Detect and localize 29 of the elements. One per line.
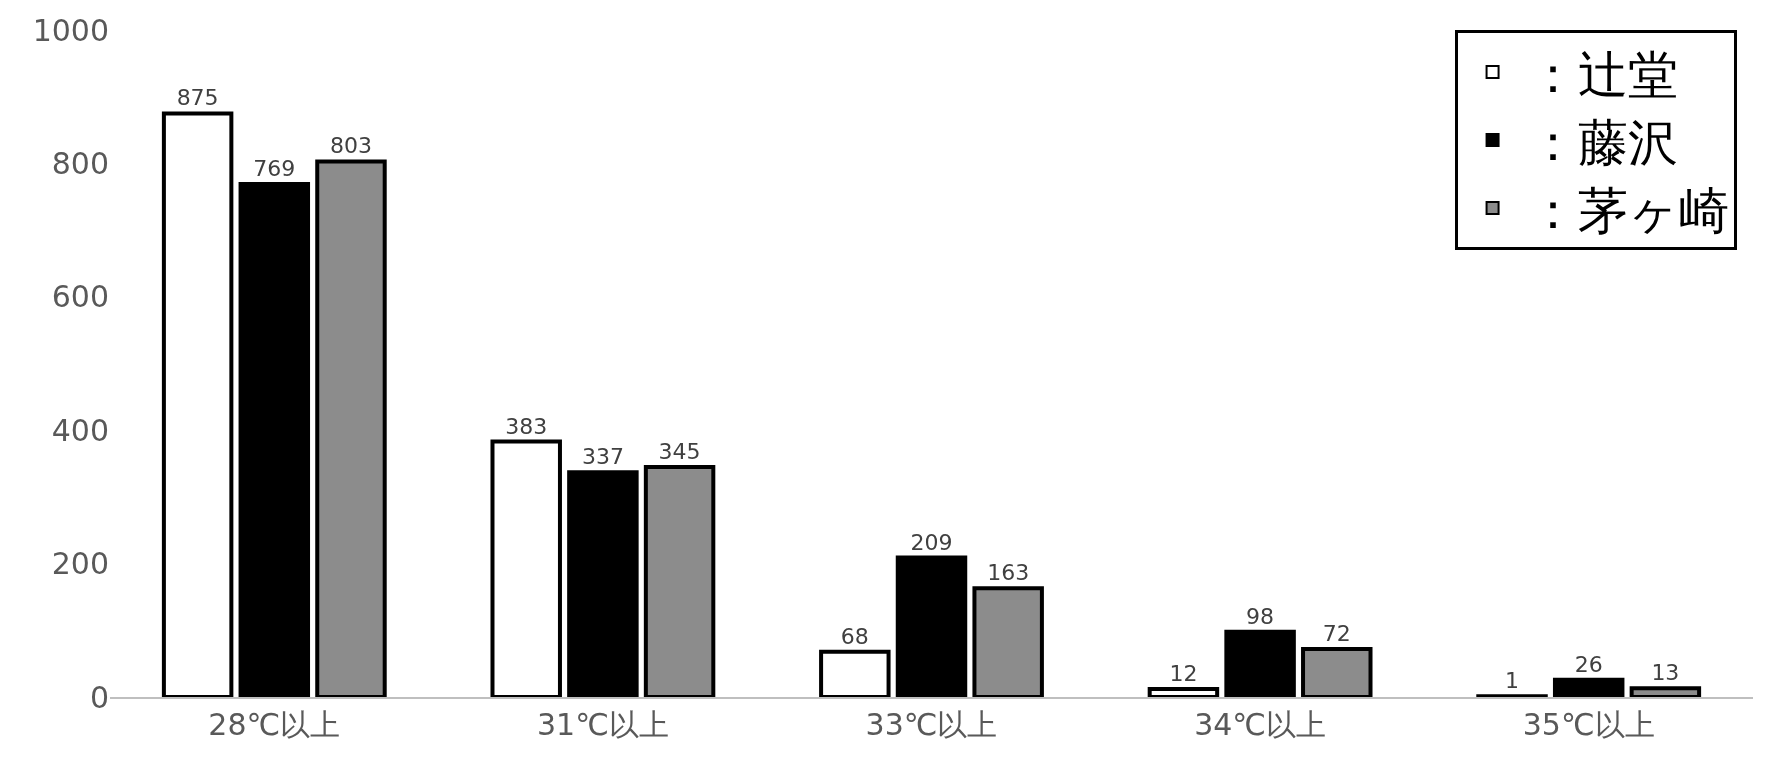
data-label: 13	[1651, 660, 1680, 686]
data-label: 803	[329, 133, 372, 159]
data-label: 12	[1169, 661, 1198, 686]
data-label: 26	[1574, 651, 1603, 677]
data-label: 769	[253, 156, 296, 182]
data-label: 163	[987, 560, 1030, 586]
legend-label: ：藤沢	[1527, 113, 1678, 172]
data-label: 875	[176, 85, 219, 111]
y-tick-label: 800	[51, 145, 109, 181]
x-tick-label: 31℃以上	[536, 707, 669, 742]
x-tick-label: 33℃以上	[865, 707, 998, 742]
x-tick-label: 34℃以上	[1194, 707, 1327, 742]
y-tick-label: 600	[51, 279, 109, 315]
x-tick-label: 35℃以上	[1522, 707, 1655, 742]
legend-label: ：茅ヶ崎	[1527, 181, 1729, 240]
data-label: 72	[1322, 620, 1351, 646]
data-label: 1	[1505, 668, 1520, 694]
x-tick-label: 28℃以上	[208, 707, 341, 742]
y-tick-label: 0	[89, 679, 109, 715]
y-tick-label: 1000	[32, 12, 109, 48]
data-label: 209	[910, 529, 953, 555]
data-label: 345	[658, 438, 701, 464]
y-tick-label: 400	[51, 412, 109, 448]
y-tick-label: 200	[51, 546, 109, 582]
data-label: 337	[581, 444, 624, 470]
data-label: 98	[1246, 603, 1275, 629]
data-label: 68	[840, 623, 869, 649]
data-label: 383	[505, 413, 548, 439]
legend-label: ：辻堂	[1527, 45, 1678, 104]
